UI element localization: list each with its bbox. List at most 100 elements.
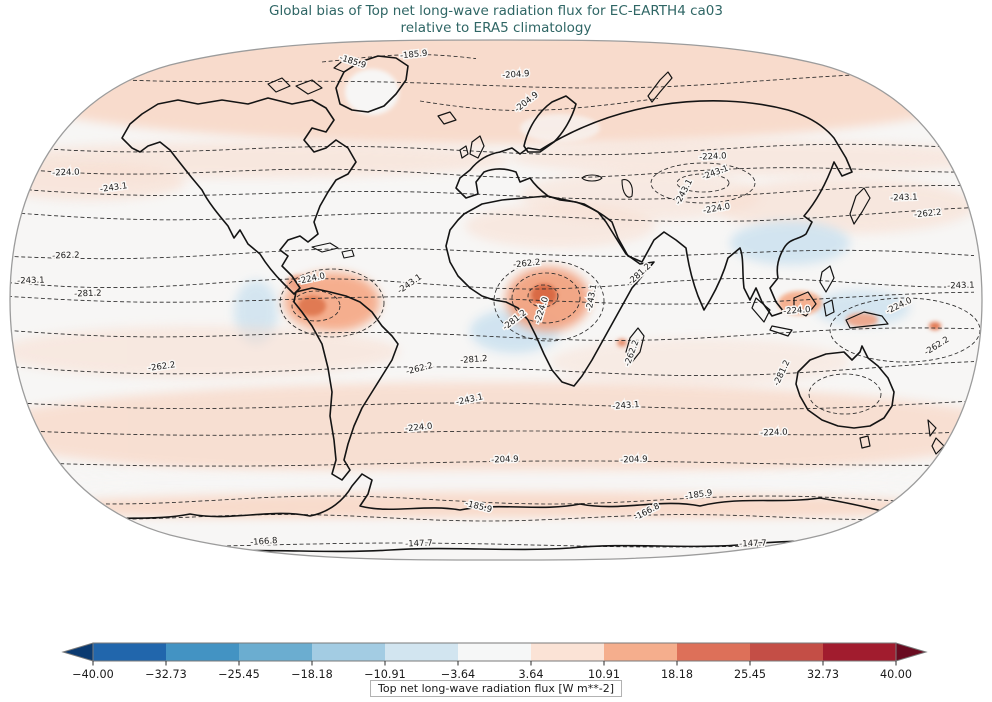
contour-label: -281.2 <box>74 289 102 300</box>
fill-region <box>814 290 910 326</box>
contour-loop <box>829 297 981 363</box>
coastline-scandinavia <box>523 95 577 153</box>
filled-contours-layer <box>10 40 982 560</box>
contour-loop <box>650 162 756 204</box>
colorbar-segment <box>166 643 240 661</box>
colorbar-segment <box>604 643 678 661</box>
colorbar-tick-label: −3.64 <box>441 668 475 681</box>
contour-loop <box>527 284 559 308</box>
contour-label: -147.7 <box>405 539 433 550</box>
contour-line <box>10 400 975 410</box>
coastline-antarctica <box>71 473 923 554</box>
contour-loop <box>676 173 730 193</box>
contour-line <box>10 277 975 290</box>
fill-region <box>520 114 600 142</box>
contour-label: -243.1 <box>890 193 918 204</box>
contour-label: -166.8 <box>250 536 278 548</box>
contour-label: -281.2 <box>460 354 488 366</box>
colorbar-over-arrow <box>895 642 928 662</box>
coastlines-layer <box>71 55 945 554</box>
contour-label: -262.2 <box>914 208 942 221</box>
coastline-british-isles <box>459 135 485 159</box>
contour-line <box>10 327 975 341</box>
projection-boundary <box>9 39 983 561</box>
fill-region <box>550 338 850 386</box>
colorbar-label: Top net long-wave radiation flux [W m**-… <box>370 680 622 697</box>
contour-line <box>10 185 975 200</box>
contour-loop <box>493 260 605 342</box>
colorbar: −40.00 −32.73 −25.45 −18.18 −10.91 −3.64 3.64 1… <box>61 642 928 681</box>
colorbar-segment <box>531 643 605 661</box>
fill-region <box>10 40 982 144</box>
colorbar-segment <box>677 643 751 661</box>
colorbar-segment <box>239 643 313 661</box>
colorbar-tick-label: 3.64 <box>519 668 544 681</box>
fill-region <box>16 470 976 496</box>
fill-region <box>465 204 655 248</box>
contour-line <box>10 167 974 179</box>
coastline-japan <box>849 187 871 225</box>
colorbar-tick-label: 10.91 <box>588 668 620 681</box>
contour-label: -224.0 <box>783 305 811 317</box>
contour-line <box>10 143 975 156</box>
coastline-madagascar <box>625 327 645 363</box>
contour-label: -243.1 <box>612 400 640 412</box>
contour-line <box>99 72 899 89</box>
contour-line <box>10 247 975 260</box>
contour-label: -243.1 <box>17 276 45 287</box>
contour-label: -262.2 <box>52 251 80 262</box>
contour-loop <box>291 290 341 322</box>
colorbar-segment <box>823 643 897 661</box>
colorbar-tick-label: −10.91 <box>364 668 405 681</box>
coastline-africa <box>445 195 655 387</box>
contour-line <box>321 54 477 63</box>
colorbar-tick-label: 18.18 <box>661 668 693 681</box>
coastline-tasmania-nz <box>859 419 945 455</box>
colorbar-segment <box>458 643 532 661</box>
contour-label: -262.2 <box>513 258 541 271</box>
fill-region <box>345 69 399 115</box>
coastline-iceland <box>437 111 457 125</box>
coastline-novaya-zemlya <box>647 71 673 103</box>
colorbar-segment <box>385 643 459 661</box>
fill-region <box>298 296 326 316</box>
coastline-caribbean <box>311 242 355 259</box>
contour-label: -204.9 <box>502 69 530 81</box>
coastline-australia <box>795 345 895 429</box>
contour-loop <box>808 373 882 415</box>
coastline-eurasia <box>455 100 853 317</box>
contour-loop <box>511 272 581 324</box>
coastline-indonesia <box>751 291 889 337</box>
colorbar-tick-label: −18.18 <box>291 668 332 681</box>
coastline-greenland <box>335 55 409 113</box>
contour-line <box>10 207 975 223</box>
contour-label: -224.0 <box>699 151 727 162</box>
colorbar-segment <box>312 643 386 661</box>
colorbar-tick-label: −40.00 <box>72 668 113 681</box>
contour-line <box>10 429 975 436</box>
colorbar-segment <box>93 643 167 661</box>
contour-label: -224.0 <box>52 168 80 179</box>
contour-line <box>419 98 659 111</box>
fill-region <box>71 519 921 560</box>
coastline-philippines <box>819 265 835 293</box>
coastline-north-america <box>121 97 357 295</box>
contour-label: -204.9 <box>620 455 648 466</box>
colorbar-tick-label: −32.73 <box>145 668 186 681</box>
contour-label: -204.9 <box>491 455 519 466</box>
contour-label: -185.9 <box>400 49 428 62</box>
contour-label: -243.1 <box>947 281 975 292</box>
contour-loop <box>279 268 385 338</box>
title-line-2: relative to ERA5 climatology <box>400 20 592 37</box>
contour-label: -224.0 <box>760 428 788 439</box>
contour-label: -147.7 <box>739 539 767 550</box>
colorbar-tick-label: 32.73 <box>807 668 839 681</box>
fill-region <box>510 140 982 176</box>
contour-label: -243.1 <box>99 181 128 195</box>
contour-label: -224.0 <box>405 422 433 435</box>
contour-line <box>13 460 967 467</box>
coastline-south-america <box>293 287 399 481</box>
colorbar-under-arrow <box>61 642 94 662</box>
